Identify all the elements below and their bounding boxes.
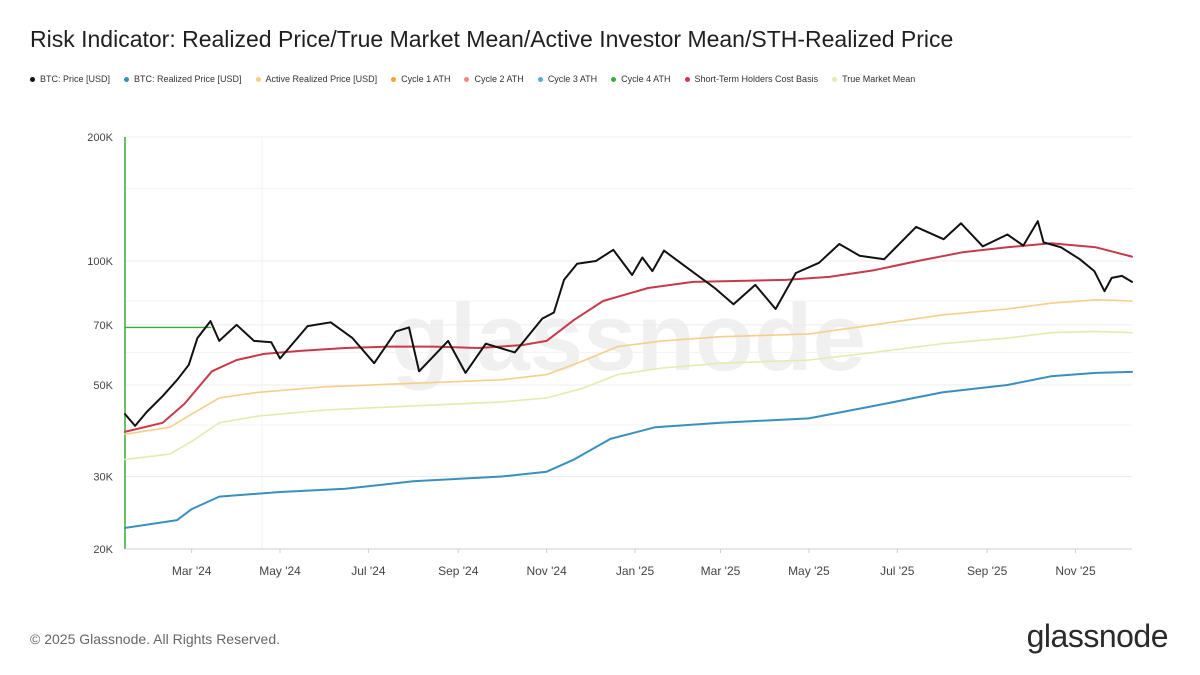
y-tick-label: 70K — [93, 320, 113, 332]
chart-svg: glassnode 20K 30K 50K 70K 100K 200K Mar '24 May … — [87, 132, 1133, 578]
watermark-text: glassnode — [391, 284, 866, 391]
x-tick-label: Nov '25 — [1055, 564, 1096, 578]
legend-label: Cycle 3 ATH — [547, 74, 598, 84]
legend-label: Cycle 1 ATH — [401, 74, 451, 84]
x-tick-label: Jul '25 — [880, 564, 915, 578]
x-tick-label: May '24 — [259, 564, 301, 578]
legend-dot-icon — [464, 76, 470, 82]
legend-dot-icon — [537, 76, 543, 82]
y-tick-label: 20K — [93, 544, 113, 556]
x-tick-label: Jan '25 — [616, 564, 655, 578]
legend-dot-icon — [30, 76, 35, 82]
x-tick-label: Sep '25 — [967, 564, 1008, 578]
series-line — [124, 370, 1133, 529]
legend-item[interactable]: BTC: Price [USD] — [30, 74, 110, 84]
legend-label: BTC: Realized Price [USD] — [134, 74, 242, 84]
legend-item[interactable]: Short-Term Holders Cost Basis — [684, 74, 819, 84]
x-tick-label: Mar '25 — [701, 564, 741, 578]
legend-item[interactable]: Cycle 1 ATH — [391, 74, 450, 84]
legend-label: BTC: Price [USD] — [40, 74, 111, 84]
x-tick-label: Nov '24 — [526, 564, 567, 578]
legend-dot-icon — [832, 76, 838, 82]
legend-label: Cycle 4 ATH — [621, 74, 671, 84]
legend-item[interactable]: BTC: Realized Price [USD] — [124, 74, 242, 84]
copyright-text: © 2025 Glassnode. All Rights Reserved. — [30, 631, 281, 647]
legend-item[interactable]: True Market Mean — [832, 74, 915, 84]
legend-dot-icon — [391, 76, 397, 82]
series-line — [124, 242, 1133, 433]
legend-label: Short-Term Holders Cost Basis — [694, 74, 819, 84]
legend-dot-icon — [255, 76, 261, 82]
series-line — [124, 299, 1133, 435]
legend-label: Active Realized Price [USD] — [265, 74, 378, 84]
legend-item[interactable]: Cycle 2 ATH — [464, 74, 524, 84]
x-tick-label: Mar '24 — [172, 564, 212, 578]
legend-item[interactable]: Cycle 4 ATH — [611, 74, 671, 84]
x-tick-label: Jul '24 — [351, 564, 386, 578]
chart-legend: BTC: Price [USD] BTC: Realized Price [USD… — [30, 74, 929, 84]
series-line — [124, 330, 1133, 461]
y-tick-label: 200K — [87, 132, 113, 144]
chart-title: Risk Indicator: Realized Price/True Mark… — [30, 26, 954, 52]
y-tick-label: 100K — [87, 256, 113, 268]
legend-dot-icon — [684, 76, 690, 82]
legend-dot-icon — [611, 76, 617, 82]
legend-item[interactable]: Active Realized Price [USD] — [255, 74, 378, 84]
x-tick-label: Sep '24 — [438, 564, 479, 578]
legend-item[interactable]: Cycle 3 ATH — [537, 74, 598, 84]
x-tick-label: May '25 — [788, 564, 830, 578]
legend-label: Cycle 2 ATH — [474, 74, 524, 84]
y-tick-label: 30K — [93, 471, 113, 483]
y-tick-label: 50K — [93, 380, 113, 392]
series-line — [124, 220, 1133, 427]
legend-label: True Market Mean — [842, 74, 916, 84]
brand-logo: glassnode — [1026, 618, 1169, 654]
legend-dot-icon — [124, 76, 130, 82]
